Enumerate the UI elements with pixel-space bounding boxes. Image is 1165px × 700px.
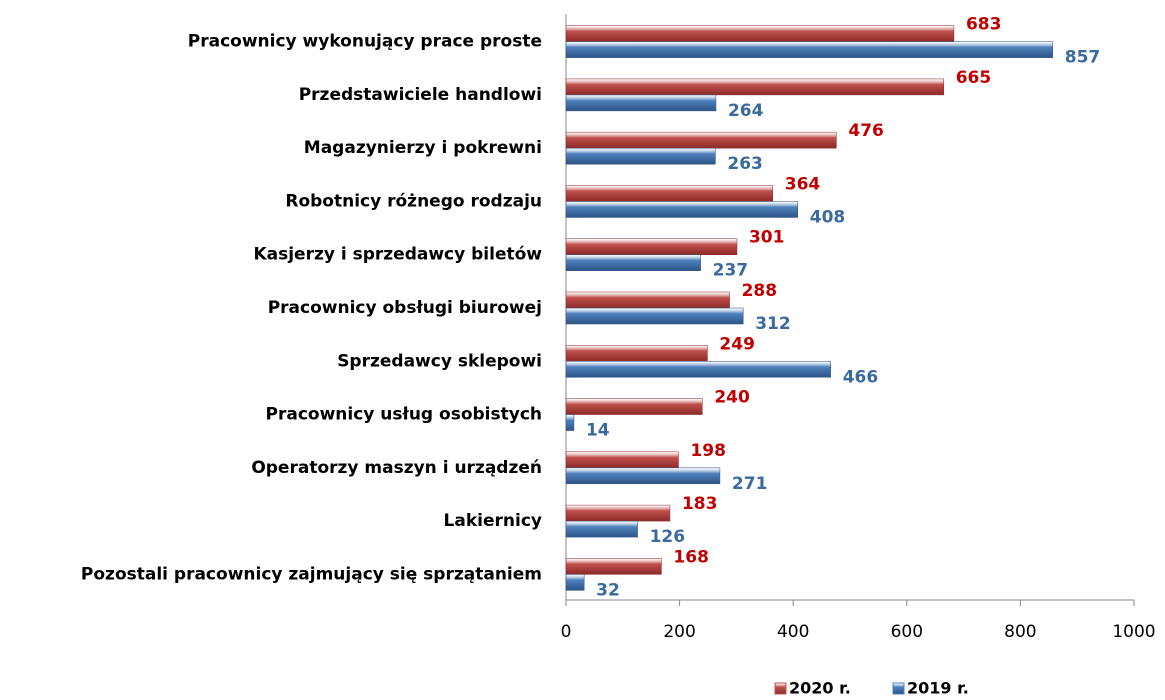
value-label: 476 (848, 121, 884, 141)
value-label: 288 (742, 281, 778, 301)
bar (565, 414, 575, 431)
bar (565, 94, 717, 112)
category-label: Lakiernicy (444, 511, 542, 531)
value-label: 14 (586, 421, 610, 441)
category-label: Przedstawiciele handlowi (299, 85, 542, 105)
bar (565, 131, 837, 149)
value-label: 237 (713, 261, 749, 281)
bar (565, 574, 585, 591)
category-label: Pracownicy usług osobistych (266, 405, 542, 425)
value-label: 168 (673, 547, 709, 567)
category-label: Robotnicy różnego rodzaju (285, 191, 542, 211)
bar (565, 291, 730, 309)
bar (565, 307, 744, 325)
value-label: 857 (1065, 48, 1101, 68)
value-label: 240 (714, 388, 750, 408)
x-tick-label: 0 (561, 622, 572, 642)
bar (565, 201, 798, 218)
legend-label: 2020 r. (789, 679, 851, 698)
value-label: 312 (755, 314, 791, 334)
bar (565, 25, 955, 42)
value-label: 32 (596, 580, 620, 600)
category-label: Pozostali pracownicy zajmujący się sprzą… (81, 564, 542, 584)
bar (565, 361, 831, 378)
value-label: 408 (810, 207, 846, 227)
x-tick-label: 600 (891, 622, 923, 642)
category-label: Sprzedawcy sklepowi (337, 351, 542, 371)
value-label: 263 (727, 154, 763, 174)
bar (565, 254, 701, 271)
legend-swatch (774, 682, 787, 695)
bar (565, 558, 662, 575)
category-label: Magazynierzy i pokrewni (304, 138, 542, 158)
value-label: 271 (732, 474, 768, 494)
value-label: 126 (650, 527, 686, 547)
category-label: Kasjerzy i sprzedawcy biletów (253, 245, 542, 265)
value-label: 364 (785, 174, 821, 194)
bar (565, 41, 1054, 58)
value-label: 198 (690, 441, 726, 461)
bar (565, 147, 716, 165)
bar (565, 78, 944, 96)
value-label: 466 (843, 367, 879, 387)
bar (565, 451, 679, 469)
category-label: Pracownicy wykonujący prace proste (188, 32, 542, 52)
bar (565, 238, 738, 255)
bar (565, 345, 708, 362)
bar (565, 520, 638, 538)
legend-swatch (892, 682, 905, 695)
legend-label: 2019 r. (907, 679, 969, 698)
value-label: 183 (682, 494, 718, 514)
x-tick-label: 1000 (1112, 622, 1155, 642)
bar (565, 467, 721, 485)
category-label: Operatorzy maszyn i urządzeń (251, 458, 542, 478)
bar (565, 185, 774, 202)
x-tick-label: 400 (777, 622, 809, 642)
bar (565, 504, 671, 522)
value-label: 665 (956, 68, 992, 88)
category-label: Pracownicy obsługi biurowej (268, 298, 542, 318)
x-tick-label: 800 (1004, 622, 1036, 642)
bar (565, 398, 703, 415)
value-label: 249 (719, 334, 755, 354)
value-label: 301 (749, 228, 785, 248)
value-label: 683 (966, 15, 1002, 35)
value-label: 264 (728, 101, 764, 121)
x-tick-label: 200 (663, 622, 695, 642)
